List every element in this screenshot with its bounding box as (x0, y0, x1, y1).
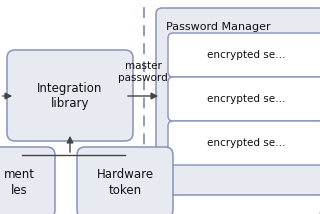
FancyBboxPatch shape (7, 50, 133, 141)
Text: encrypted se…: encrypted se… (207, 50, 285, 60)
Text: Password Manager: Password Manager (166, 22, 271, 32)
Text: ment
les: ment les (4, 168, 35, 196)
Text: encrypted se…: encrypted se… (207, 138, 285, 148)
FancyBboxPatch shape (168, 77, 320, 121)
FancyBboxPatch shape (168, 121, 320, 165)
Text: master
password: master password (118, 61, 168, 83)
Text: Integration
library: Integration library (37, 82, 103, 110)
FancyBboxPatch shape (168, 33, 320, 77)
Text: Hardware
token: Hardware token (96, 168, 154, 196)
FancyBboxPatch shape (77, 147, 173, 214)
Text: encrypted se…: encrypted se… (207, 94, 285, 104)
FancyBboxPatch shape (156, 8, 320, 195)
FancyBboxPatch shape (0, 147, 55, 214)
